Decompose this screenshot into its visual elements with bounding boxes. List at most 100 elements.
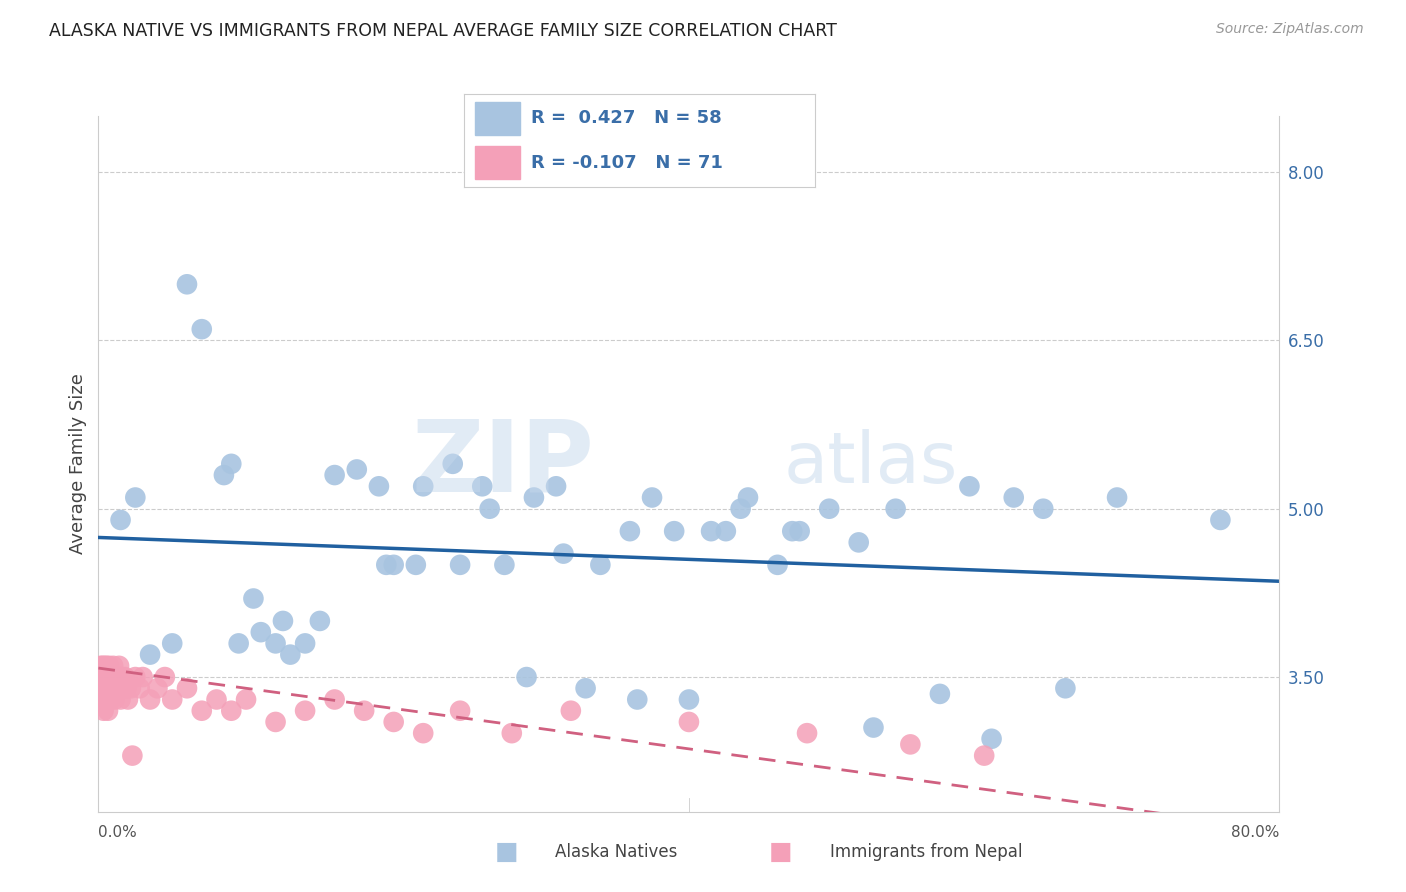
- Point: [471, 479, 494, 493]
- Point: [89, 681, 111, 696]
- Point: [90, 658, 112, 673]
- Point: [132, 670, 155, 684]
- Point: [93, 658, 115, 673]
- Point: [91, 658, 114, 673]
- Point: [228, 636, 250, 650]
- Point: [115, 681, 138, 696]
- Point: [619, 524, 641, 538]
- Point: [737, 491, 759, 505]
- Point: [104, 692, 127, 706]
- Point: [900, 738, 922, 752]
- Point: [796, 726, 818, 740]
- Point: [97, 704, 120, 718]
- Point: [309, 614, 332, 628]
- Point: [766, 558, 789, 572]
- Point: [105, 681, 128, 696]
- Point: [153, 670, 176, 684]
- Point: [1032, 501, 1054, 516]
- Point: [96, 658, 118, 673]
- Point: [96, 681, 118, 696]
- Point: [678, 714, 700, 729]
- Text: R = -0.107   N = 71: R = -0.107 N = 71: [531, 153, 723, 171]
- Text: 0.0%: 0.0%: [98, 825, 138, 840]
- Point: [501, 726, 523, 740]
- Point: [97, 681, 120, 696]
- Point: [294, 704, 316, 718]
- Point: [90, 681, 112, 696]
- Text: ALASKA NATIVE VS IMMIGRANTS FROM NEPAL AVERAGE FAMILY SIZE CORRELATION CHART: ALASKA NATIVE VS IMMIGRANTS FROM NEPAL A…: [49, 22, 837, 40]
- Point: [176, 681, 198, 696]
- Point: [294, 636, 316, 650]
- Point: [242, 591, 264, 606]
- Point: [94, 670, 117, 684]
- Point: [368, 479, 391, 493]
- Point: [441, 457, 464, 471]
- Point: [97, 670, 120, 684]
- Point: [111, 670, 134, 684]
- Point: [124, 670, 146, 684]
- Point: [412, 479, 434, 493]
- Point: [100, 692, 122, 706]
- Text: ■: ■: [495, 840, 517, 863]
- Point: [98, 681, 121, 696]
- Point: [626, 692, 648, 706]
- Text: atlas: atlas: [783, 429, 957, 499]
- Point: [664, 524, 686, 538]
- Text: 80.0%: 80.0%: [1232, 825, 1279, 840]
- Point: [980, 731, 1002, 746]
- Point: [93, 681, 115, 696]
- Point: [94, 670, 117, 684]
- Point: [93, 670, 115, 684]
- Point: [271, 614, 294, 628]
- Point: [110, 692, 132, 706]
- Text: R =  0.427   N = 58: R = 0.427 N = 58: [531, 110, 721, 128]
- Point: [862, 721, 884, 735]
- Point: [90, 692, 112, 706]
- Text: ZIP: ZIP: [412, 416, 595, 512]
- Point: [89, 670, 111, 684]
- Point: [235, 692, 257, 706]
- Point: [98, 692, 121, 706]
- Point: [221, 457, 243, 471]
- Point: [323, 468, 346, 483]
- Point: [382, 714, 405, 729]
- Point: [91, 670, 114, 684]
- Point: [1002, 491, 1025, 505]
- Point: [107, 670, 129, 684]
- Point: [405, 558, 427, 572]
- Point: [97, 670, 120, 684]
- Point: [139, 648, 162, 662]
- Point: [120, 681, 142, 696]
- Point: [959, 479, 981, 493]
- Point: [730, 501, 752, 516]
- Point: [412, 726, 434, 740]
- Point: [560, 704, 582, 718]
- Point: [162, 692, 183, 706]
- Point: [641, 491, 664, 505]
- Point: [449, 704, 471, 718]
- Point: [323, 692, 346, 706]
- Point: [714, 524, 737, 538]
- Point: [848, 535, 870, 549]
- Point: [191, 322, 214, 336]
- Point: [89, 692, 111, 706]
- Point: [678, 692, 700, 706]
- Point: [973, 748, 995, 763]
- Point: [94, 681, 117, 696]
- Point: [382, 558, 405, 572]
- Point: [96, 692, 118, 706]
- Point: [264, 636, 287, 650]
- Point: [205, 692, 228, 706]
- Point: [191, 704, 214, 718]
- Point: [264, 714, 287, 729]
- Point: [124, 491, 146, 505]
- Point: [176, 277, 198, 292]
- Point: [523, 491, 546, 505]
- Bar: [475, 146, 520, 179]
- Point: [90, 670, 112, 684]
- Point: [346, 462, 368, 476]
- Text: Immigrants from Nepal: Immigrants from Nepal: [830, 843, 1022, 861]
- Point: [250, 625, 273, 640]
- Point: [139, 692, 162, 706]
- Point: [928, 687, 950, 701]
